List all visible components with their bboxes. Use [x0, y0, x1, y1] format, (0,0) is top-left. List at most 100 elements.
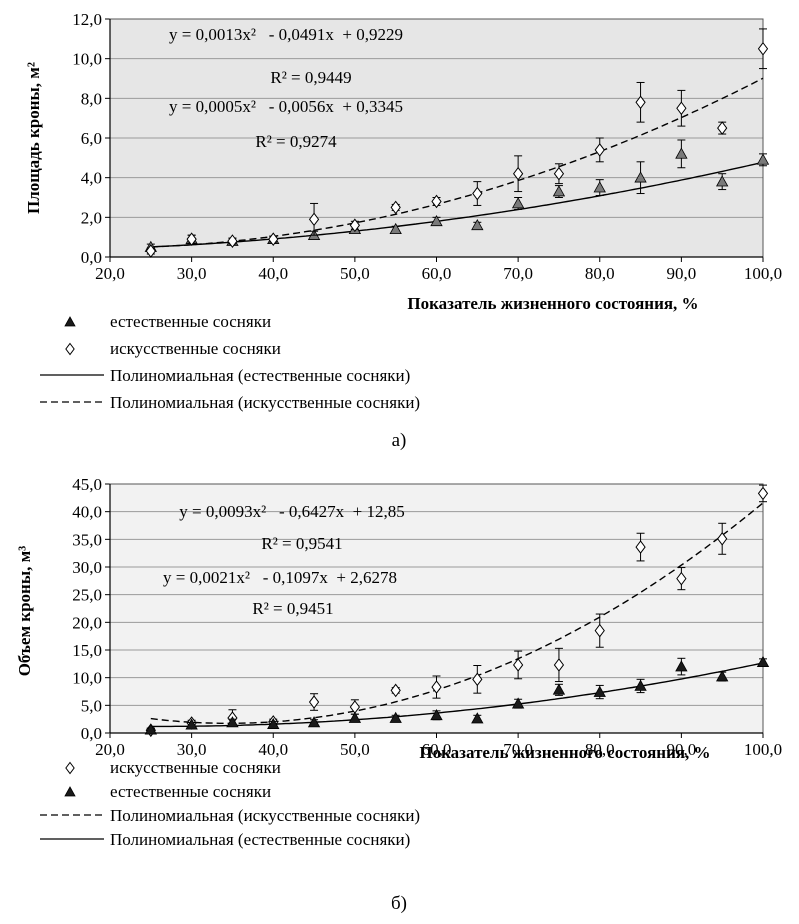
data-point-triangle — [593, 181, 606, 193]
y-tick-label: 35,0 — [72, 530, 102, 549]
data-point-triangle — [634, 679, 647, 691]
data-point-diamond — [635, 95, 646, 110]
data-point-triangle — [144, 723, 157, 735]
data-point-triangle — [593, 685, 606, 697]
y-tick-label: 25,0 — [72, 586, 102, 605]
trendline-r2: R² = 0,9274 — [255, 132, 337, 151]
x-tick-label: 30,0 — [177, 264, 207, 283]
trendline-solid — [150, 662, 764, 728]
data-point-triangle — [756, 153, 770, 165]
y-tick-label: 15,0 — [72, 641, 102, 660]
data-point-triangle — [226, 716, 239, 728]
x-axis-label: Показатель жизненного состояния, % — [419, 743, 710, 762]
data-point-triangle — [430, 214, 443, 227]
data-point-diamond — [553, 166, 565, 181]
data-point-triangle — [471, 218, 484, 231]
chart-panel-2: 0,0 5,0 10,0 15,0 20,0 25,0 30,0 35,0 40,0 45,0 20… — [15, 475, 782, 914]
trendline-r2: R² = 0,9541 — [261, 534, 342, 553]
trendline-equation: y = 0,0005x² - 0,0056x + 0,3345 — [169, 97, 403, 116]
x-tick-label: 20,0 — [95, 740, 125, 759]
data-point-diamond — [431, 194, 442, 209]
legend-label: естественные сосняки — [110, 312, 271, 331]
y-tick-label: 2,0 — [81, 208, 102, 227]
panel-label: а) — [392, 430, 407, 451]
legend-triangle-icon — [64, 316, 76, 327]
data-point-triangle — [389, 222, 402, 235]
chart-panel-1: 0,0 2,0 4,0 6,0 8,0 10,0 12,0 20,0 30,0 40,0 50,0 6… — [24, 10, 782, 451]
data-point-diamond — [390, 683, 401, 698]
data-point-triangle — [756, 655, 770, 667]
y-axis-label: Объем кроны, м³ — [15, 546, 34, 677]
legend-label: Полиномиальная (искусственные сосняки) — [110, 806, 420, 825]
data-point-diamond — [145, 244, 156, 258]
y-axis-label: Площадь кроны, м² — [24, 62, 43, 214]
legend-diamond-icon — [65, 342, 75, 356]
trendline-r2: R² = 0,9449 — [270, 68, 351, 87]
y-tick-label: 10,0 — [72, 669, 102, 688]
data-point-diamond — [227, 234, 238, 248]
trendline-equation: y = 0,0021x² - 0,1097x + 2,6278 — [163, 568, 397, 587]
data-point-diamond — [513, 658, 524, 672]
x-tick-label: 50,0 — [340, 264, 370, 283]
legend-label: искусственные сосняки — [110, 758, 281, 777]
data-point-triangle — [716, 670, 729, 682]
data-point-triangle — [511, 697, 525, 709]
data-point-triangle — [634, 171, 647, 183]
data-point-diamond — [676, 571, 687, 586]
y-tick-label: 30,0 — [72, 558, 102, 577]
y-tick-label: 10,0 — [72, 50, 102, 69]
data-point-triangle — [185, 718, 198, 730]
x-tick-label: 40,0 — [258, 264, 288, 283]
data-point-diamond — [186, 232, 197, 246]
x-tick-label: 60,0 — [422, 740, 452, 759]
data-point-diamond — [594, 143, 605, 157]
data-point-diamond — [308, 695, 320, 709]
x-tick-label: 100,0 — [744, 264, 782, 283]
data-point-diamond — [594, 623, 605, 638]
x-tick-label: 70,0 — [503, 740, 533, 759]
data-point-diamond — [349, 218, 360, 233]
data-point-diamond — [390, 200, 401, 215]
data-point-triangle — [389, 711, 402, 723]
y-tick-label: 0,0 — [81, 724, 102, 743]
x-tick-label: 30,0 — [177, 740, 207, 759]
y-tick-label: 8,0 — [81, 89, 102, 108]
y-tick-label: 6,0 — [81, 129, 102, 148]
data-point-triangle — [430, 708, 443, 721]
trendline-solid — [150, 161, 764, 248]
data-point-triangle — [307, 716, 321, 728]
legend-diamond-icon — [65, 761, 75, 775]
trendline-dashed — [150, 77, 764, 248]
legend-label: Полиномиальная (естественные сосняки) — [110, 366, 410, 385]
legend-label: искусственные сосняки — [110, 339, 281, 358]
x-tick-label: 70,0 — [503, 264, 533, 283]
data-point-diamond — [472, 186, 483, 201]
data-point-diamond — [431, 680, 442, 694]
panel-label: б) — [391, 893, 407, 914]
trendline-dashed — [150, 502, 764, 724]
x-tick-label: 90,0 — [667, 740, 697, 759]
data-point-triangle — [552, 185, 566, 197]
data-point-triangle — [511, 197, 525, 209]
trendline-equation: y = 0,0013x² - 0,0491x + 0,9229 — [169, 25, 403, 44]
data-point-diamond — [513, 166, 524, 181]
data-point-diamond — [553, 658, 565, 672]
data-point-diamond — [757, 41, 769, 56]
data-point-diamond — [717, 121, 728, 135]
legend-label: Полиномиальная (искусственные сосняки) — [110, 393, 420, 412]
data-point-triangle — [675, 147, 688, 159]
y-tick-label: 12,0 — [72, 10, 102, 29]
x-tick-label: 20,0 — [95, 264, 125, 283]
data-point-triangle — [716, 175, 729, 187]
y-tick-label: 0,0 — [81, 248, 102, 267]
x-tick-label: 60,0 — [422, 264, 452, 283]
x-tick-label: 80,0 — [585, 264, 615, 283]
y-tick-label: 20,0 — [72, 613, 102, 632]
data-point-triangle — [675, 660, 688, 672]
data-point-diamond — [757, 486, 769, 501]
data-point-triangle — [552, 683, 566, 695]
x-tick-label: 50,0 — [340, 740, 370, 759]
data-point-triangle — [471, 712, 484, 724]
y-tick-label: 45,0 — [72, 475, 102, 494]
